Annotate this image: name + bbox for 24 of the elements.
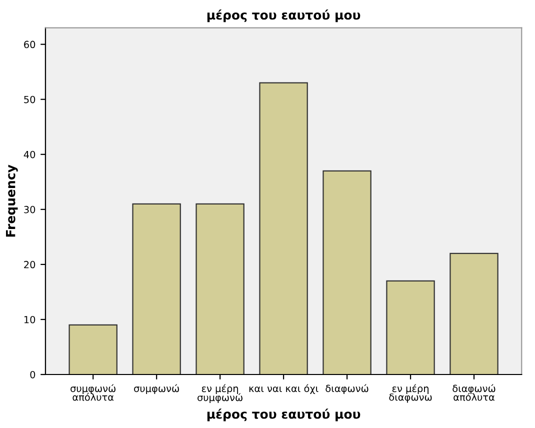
bar <box>68 324 118 374</box>
bar <box>450 252 498 374</box>
x-tick-label: διαφωνώ απόλυτα <box>452 384 496 401</box>
y-tick-label: 30 <box>24 206 36 214</box>
x-tick-label: διαφωνώ <box>326 384 368 394</box>
bar <box>196 203 244 374</box>
y-tick-label: 40 <box>24 150 36 158</box>
bar <box>259 82 308 374</box>
x-tick-label: και ναι και όχι <box>249 384 318 394</box>
y-tick-label: 60 <box>24 40 36 48</box>
y-tick-label: 50 <box>24 96 36 104</box>
y-tick-label: 0 <box>30 370 36 378</box>
bar <box>132 203 181 374</box>
x-tick-label: εν μέρη διαφωνω <box>389 384 432 403</box>
bar <box>322 170 372 374</box>
bar <box>386 280 435 374</box>
y-tick-label: 10 <box>24 316 36 324</box>
chart-title: μέρος του εαυτού μου <box>207 9 360 22</box>
x-tick-label: εν μέρη συμφωνώ <box>198 384 242 404</box>
x-tick-label: συμφωνώ <box>134 384 179 394</box>
x-tick-label: συμφωνώ απόλυτα <box>70 384 116 401</box>
y-axis-title: Frequency <box>6 164 18 237</box>
x-axis-title: μέρος του εαυτού μου <box>207 408 360 422</box>
y-tick-label: 20 <box>24 260 36 268</box>
